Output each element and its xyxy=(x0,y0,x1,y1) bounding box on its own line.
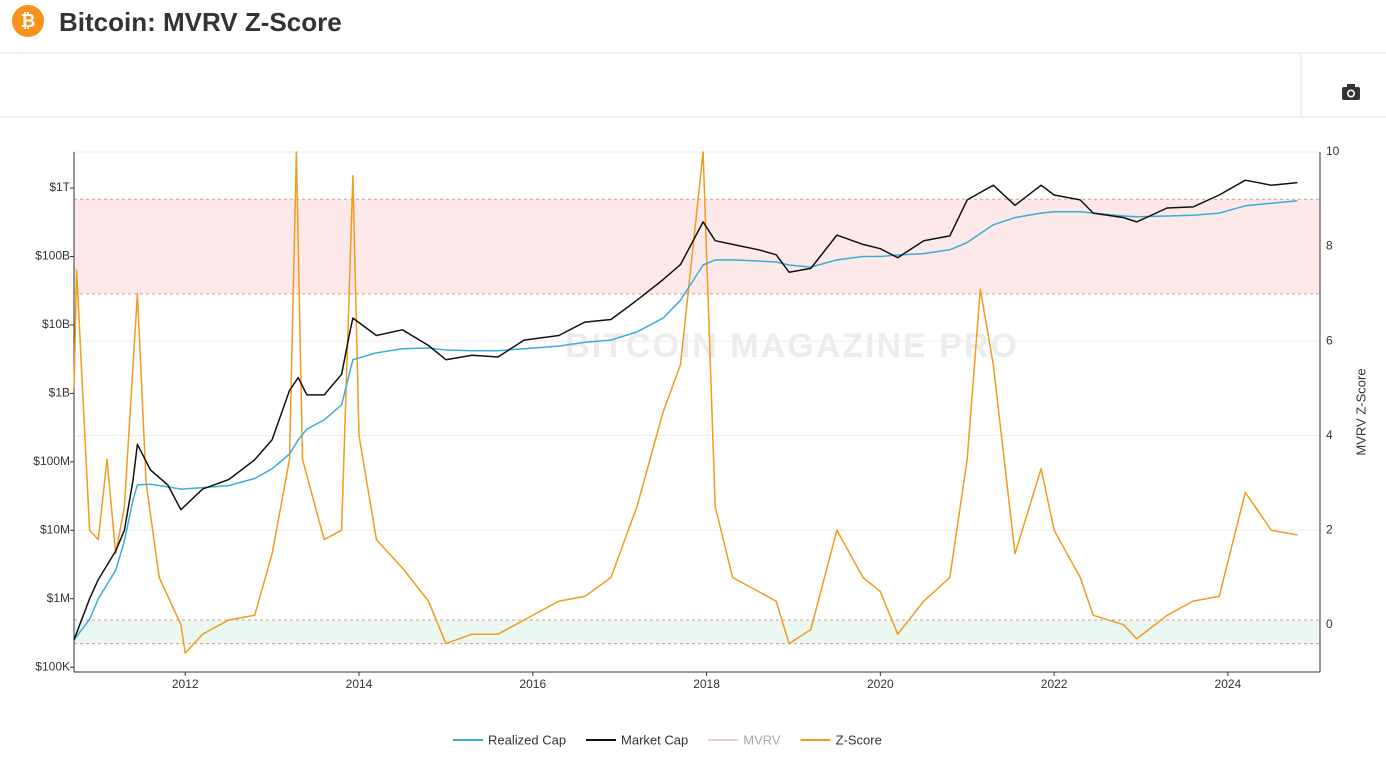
y-tick-label: $1B xyxy=(49,386,70,400)
y2-tick-label: 2 xyxy=(1326,522,1333,536)
x-tick-label: 2022 xyxy=(1041,677,1068,691)
legend-item[interactable]: Market Cap xyxy=(586,732,688,747)
y2-axis-title: MVRV Z-Score xyxy=(1353,368,1368,455)
bitcoin-icon-glyph: ₿ xyxy=(21,11,36,31)
y2-tick-label: 4 xyxy=(1326,428,1333,442)
y-tick-label: $100B xyxy=(35,249,70,263)
legend-item[interactable]: MVRV xyxy=(708,732,781,747)
y-tick-label: $10B xyxy=(42,317,70,331)
series-line xyxy=(73,151,1298,654)
legend-label: Realized Cap xyxy=(488,732,566,747)
bitcoin-icon xyxy=(12,5,44,37)
zone-band xyxy=(74,620,1320,644)
y2-tick-label: 6 xyxy=(1326,333,1333,347)
legend-item[interactable]: Z-Score xyxy=(800,732,882,747)
y2-tick-label: 10 xyxy=(1326,144,1340,158)
camera-button[interactable] xyxy=(1342,84,1360,100)
series-line xyxy=(73,179,1298,641)
x-tick-label: 2014 xyxy=(346,677,373,691)
page-title: Bitcoin: MVRV Z-Score xyxy=(59,7,342,37)
x-tick-label: 2024 xyxy=(1215,677,1242,691)
y-tick-label: $10M xyxy=(40,522,70,536)
y2-tick-label: 0 xyxy=(1326,617,1333,631)
legend-label: MVRV xyxy=(743,732,781,747)
x-tick-label: 2020 xyxy=(867,677,894,691)
y-tick-label: $100K xyxy=(35,659,70,673)
legend-label: Z-Score xyxy=(836,732,882,747)
x-tick-label: 2016 xyxy=(519,677,546,691)
y2-tick-label: 8 xyxy=(1326,239,1333,253)
x-tick-label: 2018 xyxy=(693,677,720,691)
x-tick-label: 2012 xyxy=(172,677,199,691)
watermark: BITCOIN MAGAZINE PRO xyxy=(565,327,1019,365)
y-tick-label: $1T xyxy=(49,180,70,194)
y-tick-label: $1M xyxy=(47,591,70,605)
legend-label: Market Cap xyxy=(621,732,688,747)
legend-item[interactable]: Realized Cap xyxy=(453,732,566,747)
y-tick-label: $100M xyxy=(33,454,70,468)
plot-area: BITCOIN MAGAZINE PRO 0 2 4 6 8 10 $100K $1M $10M $… xyxy=(33,144,1339,691)
